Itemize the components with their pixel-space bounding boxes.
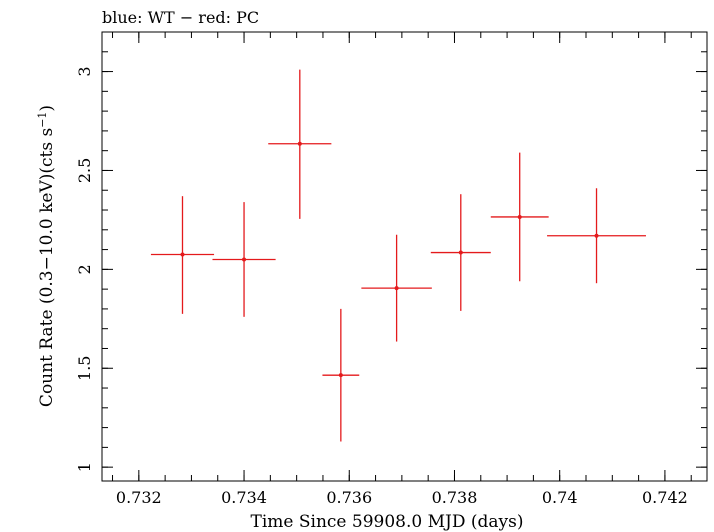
data-marker [394,286,399,291]
data-marker [242,257,247,262]
x-tick-label: 0.732 [116,488,162,507]
x-tick-labels: 0.732 0.734 0.736 0.738 0.74 0.742 [116,488,688,507]
y-axis-title-close: ) [37,105,57,112]
data-point [490,152,549,282]
y-tick-label: 1 [75,462,94,472]
x-tick-label: 0.74 [542,488,578,507]
data-marker [297,141,302,146]
data-marker [594,233,599,238]
data-point [361,234,432,342]
data-point [547,188,646,284]
chart-title: blue: WT − red: PC [102,8,259,27]
plot-frame [101,31,708,482]
y-tick-label: 3 [75,66,94,76]
x-tick-label: 0.734 [221,488,267,507]
data-point [268,69,332,219]
y-tick-label: 1.5 [75,356,94,381]
data-marker [517,214,522,219]
data-point [430,194,491,311]
x-axis-title: Time Since 59908.0 MJD (days) [251,512,524,532]
data-points [150,69,646,442]
y-axis-title-superscript: −1 [36,112,49,128]
axis-ticks [102,31,707,481]
data-point [150,196,215,314]
data-point [212,202,276,317]
y-tick-label: 2.5 [75,158,94,183]
data-marker [180,252,185,257]
y-tick-labels: 1 1.5 2 2.5 3 [75,66,94,472]
data-point [322,308,360,442]
data-marker [338,373,343,378]
data-marker [458,250,463,255]
y-axis-title-main: Count Rate (0.3−10.0 keV)(cts s [37,128,57,407]
x-tick-label: 0.742 [642,488,688,507]
y-tick-label: 2 [75,264,94,274]
y-axis-title: Count Rate (0.3−10.0 keV)(cts s−1) [36,105,57,407]
x-tick-label: 0.738 [432,488,478,507]
x-tick-label: 0.736 [326,488,372,507]
